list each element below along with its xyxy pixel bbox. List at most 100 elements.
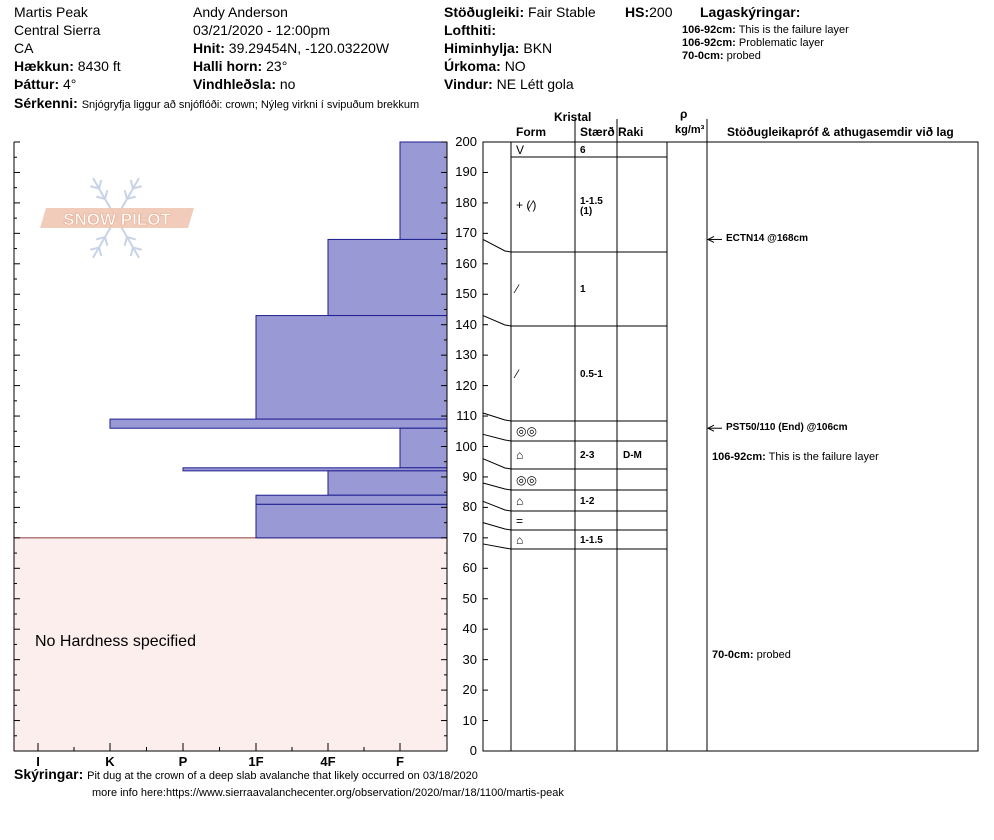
depth-connector	[482, 458, 512, 470]
range: Central Sierra	[14, 22, 101, 38]
sky-cover: Himinhylja: BKN	[444, 40, 553, 56]
stability: Stöðugleiki: Fair Stable	[444, 4, 596, 20]
grain-form-symbol: ⌂	[516, 448, 524, 462]
y-tick-label: 90	[462, 468, 477, 484]
legend-item: 106-92cm: Problematic layer	[682, 37, 824, 49]
grain-size: 6	[580, 144, 586, 156]
grain-form-symbol: + (⁄)	[516, 197, 537, 212]
observer: Andy Anderson	[193, 4, 288, 20]
slope-angle: Halli horn: 23°	[193, 58, 288, 74]
snowflake-branch	[123, 189, 128, 200]
grain-form-symbol: V	[516, 142, 525, 157]
snowflake-branch	[104, 189, 109, 200]
y-tick-label: 80	[462, 499, 477, 515]
y-tick-label: 10	[462, 712, 477, 728]
crystal-header: Kristal	[554, 110, 592, 124]
depth-connector	[482, 433, 512, 442]
depth-connector	[482, 238, 512, 253]
test-arrowhead	[706, 424, 715, 432]
x-tick-label: I	[36, 754, 40, 769]
grain-form-symbol: =	[516, 513, 524, 528]
hardness-bar	[399, 141, 448, 240]
grain-size: 1-2	[580, 495, 595, 507]
comments-link: more info here:https://www.sierraavalanc…	[92, 787, 564, 799]
legend-title: Lagaskýringar:	[700, 4, 801, 20]
y-tick-label: 70	[462, 529, 477, 545]
layer-comment: 70-0cm: probed	[712, 648, 791, 661]
y-tick-label: 100	[455, 438, 477, 454]
air-temp: Lofthiti:	[444, 22, 497, 38]
state: CA	[14, 40, 34, 56]
density-unit: kg/m³	[675, 124, 705, 136]
snowflake-branch	[98, 247, 103, 257]
x-tick-label: P	[178, 754, 188, 769]
wind-loading: Vindhleðsla: no	[193, 76, 296, 92]
snowflake-branch	[104, 236, 109, 247]
depth-connector	[482, 315, 512, 327]
y-tick-label: 200	[455, 134, 477, 149]
stability-test-result: ECTN14 @168cm	[726, 233, 809, 245]
x-tick-label: 4F	[320, 754, 336, 769]
y-tick-label: 180	[455, 194, 477, 210]
y-tick-label: 60	[462, 560, 477, 576]
x-tick-label: 1F	[248, 754, 264, 769]
y-tick-label: 170	[455, 225, 477, 241]
moisture-header: Raki	[618, 125, 644, 139]
no-hardness-note: No Hardness specified	[35, 633, 196, 650]
hardness-bar	[399, 427, 448, 469]
y-tick-label: 150	[455, 286, 477, 302]
hardness-bar	[327, 470, 448, 496]
snow-height: HS:200	[625, 4, 673, 20]
legend-item: 106-92cm: This is the failure layer	[682, 24, 849, 36]
grain-size: (1)	[580, 205, 593, 217]
x-tick-label: K	[105, 754, 115, 769]
grain-form-symbol: ◎◎	[516, 424, 537, 438]
snowflake-branch	[126, 236, 136, 241]
comments: Skýringar: Pit dug at the crown of a dee…	[14, 766, 478, 782]
logo-banner	[40, 208, 194, 228]
rho-header: ρ	[680, 107, 688, 121]
logo-text: SNOW PILOT	[63, 210, 171, 229]
hardness-bar	[255, 503, 448, 539]
depth-connector	[482, 412, 512, 422]
legend-item: 70-0cm: probed	[682, 50, 761, 62]
size-header: Stærð	[580, 125, 615, 139]
snowflake-branch	[123, 236, 128, 247]
snowflake-branch	[96, 236, 106, 241]
stability-test-result: PST50/110 (End) @106cm	[726, 422, 848, 434]
snowflake-branch	[90, 246, 100, 251]
hardness-bar	[109, 418, 448, 429]
grain-form-symbol: ⁄	[516, 282, 519, 296]
y-tick-label: 40	[462, 621, 477, 637]
grain-moisture: D-M	[623, 450, 642, 461]
snowflake-branch	[129, 247, 134, 257]
y-tick-label: 50	[462, 590, 477, 606]
elevation: Hækkun: 8430 ft	[14, 58, 121, 74]
location: Martis Peak	[14, 4, 88, 20]
y-tick-label: 110	[456, 408, 477, 424]
grain-form-symbol: ◎◎	[516, 472, 537, 487]
layer-comment: 106-92cm: This is the failure layer	[712, 450, 879, 463]
snowflake-branch	[132, 246, 142, 251]
grain-size: 1-1.5	[580, 195, 603, 207]
snowflake-branch	[126, 195, 136, 200]
form-header: Form	[516, 125, 546, 139]
y-tick-label: 140	[455, 316, 477, 332]
precipitation: Úrkoma: NO	[444, 58, 526, 74]
grain-form-symbol: ⌂	[516, 493, 524, 508]
wind: Vindur: NE Létt gola	[444, 76, 574, 92]
depth-connector	[482, 543, 512, 550]
grain-size: 0.5-1	[580, 368, 603, 380]
grain-size: 1-1.5	[580, 534, 603, 546]
depth-connector	[482, 522, 512, 531]
y-tick-label: 0	[469, 743, 477, 758]
grain-form-symbol: ⁄	[516, 366, 519, 381]
hardness-bar	[327, 238, 448, 317]
snowflake-branch	[90, 185, 100, 190]
y-tick-label: 120	[455, 377, 477, 393]
hardness-bar	[255, 494, 448, 505]
y-tick-label: 30	[462, 651, 477, 667]
snowflake-branch	[129, 179, 134, 189]
y-tick-label: 190	[455, 164, 477, 180]
